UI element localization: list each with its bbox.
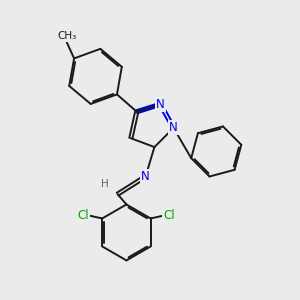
Text: H: H bbox=[101, 179, 109, 189]
Text: N: N bbox=[141, 170, 150, 183]
Text: CH₃: CH₃ bbox=[57, 31, 76, 41]
Text: Cl: Cl bbox=[164, 209, 175, 222]
Text: N: N bbox=[169, 122, 178, 134]
Text: Cl: Cl bbox=[78, 209, 89, 222]
Text: N: N bbox=[156, 98, 165, 111]
